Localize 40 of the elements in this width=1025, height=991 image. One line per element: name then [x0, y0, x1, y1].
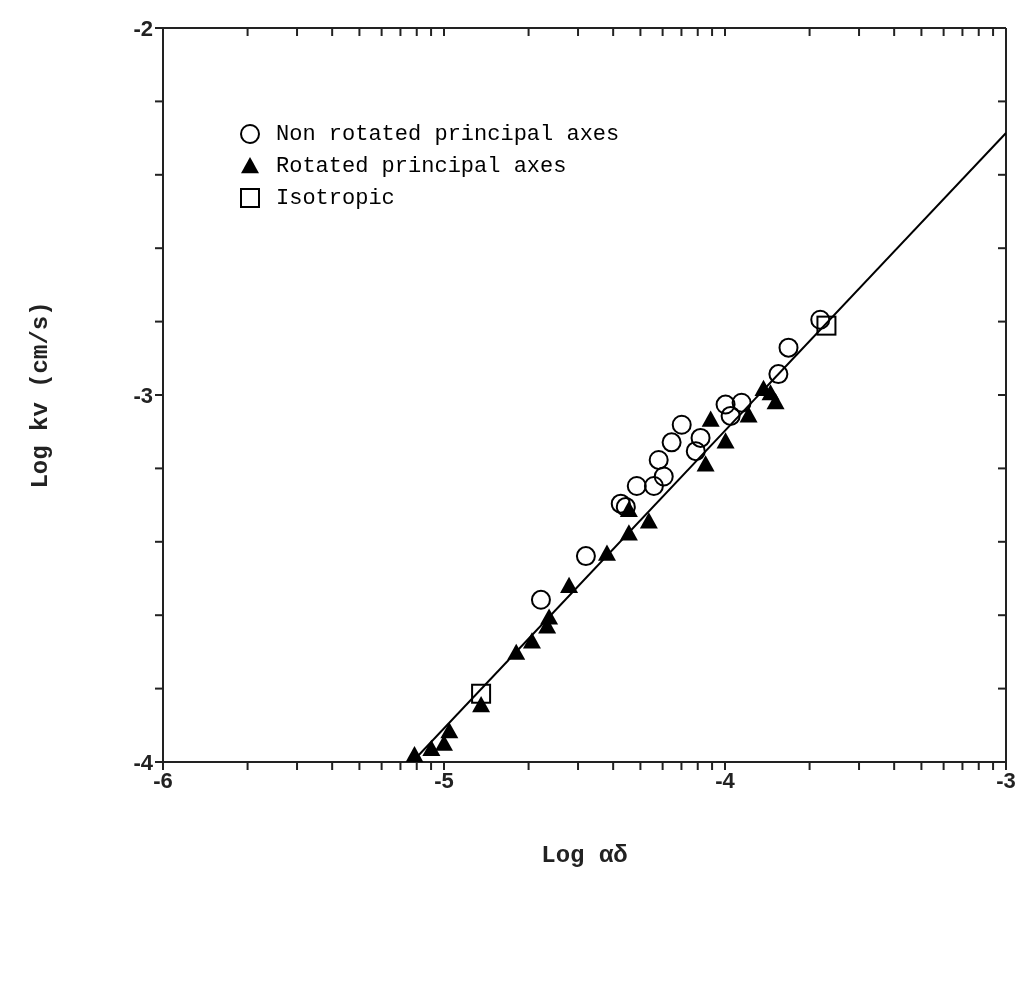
point [471, 683, 492, 704]
point [661, 432, 682, 453]
point [690, 427, 711, 448]
y-tick-label: -2 [133, 15, 153, 41]
point [816, 315, 837, 336]
y-tick-label: -4 [133, 749, 154, 775]
point [701, 410, 720, 427]
y-tick-label: -3 [133, 382, 153, 408]
x-tick-label: -6 [153, 767, 173, 793]
point [716, 432, 735, 449]
point [643, 476, 664, 497]
point [766, 392, 785, 410]
point [739, 406, 758, 423]
x-tick-label: -5 [434, 767, 454, 793]
legend-label: Non rotated principal axes [276, 121, 620, 147]
point [648, 449, 669, 470]
y-axis-title: Log kv (cm/s) [26, 301, 54, 489]
point [720, 405, 741, 426]
point [696, 455, 715, 472]
point [575, 546, 596, 567]
point [715, 394, 736, 415]
point [639, 512, 658, 529]
point [610, 493, 631, 514]
point [731, 392, 752, 413]
point [560, 576, 579, 594]
point [768, 364, 789, 385]
point [626, 476, 647, 497]
point [778, 337, 799, 358]
point [671, 414, 692, 435]
legend-label: Rotated principal axes [276, 153, 567, 179]
point [653, 466, 674, 487]
x-tick-label: -4 [715, 767, 736, 793]
x-axis-title: Log αδ [541, 842, 628, 869]
point [530, 589, 551, 610]
point [810, 309, 831, 330]
x-tick-label: -3 [996, 767, 1016, 793]
point [685, 441, 706, 462]
point [422, 739, 441, 756]
legend-label: Isotropic [276, 185, 395, 211]
point [440, 722, 459, 739]
